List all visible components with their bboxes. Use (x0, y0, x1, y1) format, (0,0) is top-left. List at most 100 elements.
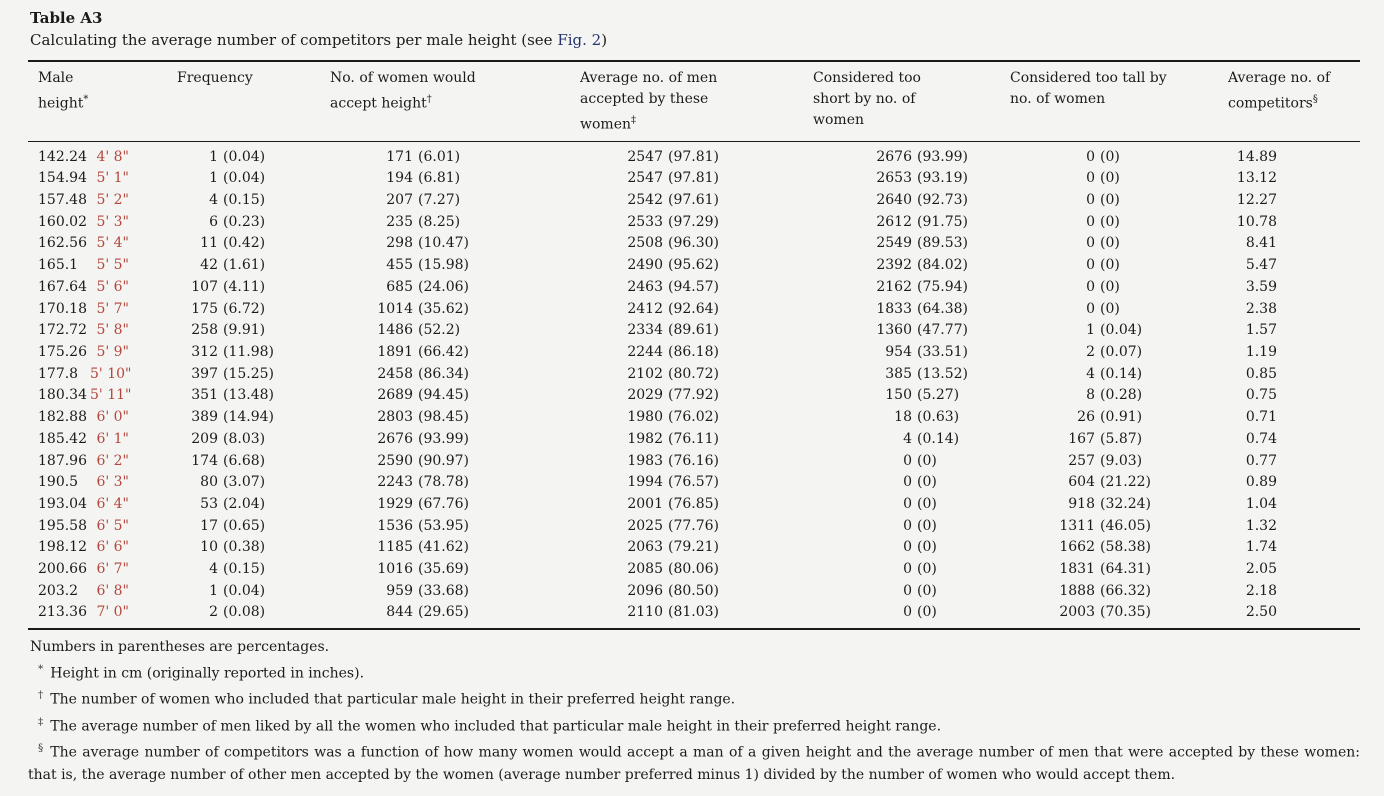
cell-women-accept: 2803 (98.45) (330, 407, 580, 429)
value-percent: (86.34) (418, 365, 470, 382)
value-number: 2 (1086, 343, 1095, 360)
cell-height-cm: 193.04 (38, 495, 87, 512)
value-number: 258 (191, 322, 218, 339)
value-percent: (0.91) (1100, 409, 1143, 426)
value-number: 107 (191, 278, 218, 295)
footnote-asterisk: * Height in cm (originally reported in in… (38, 662, 365, 682)
cell-frequency: 1 (0.04) (133, 168, 330, 190)
cell-height-cm: 187.96 (38, 452, 87, 469)
value-number: 604 (1068, 474, 1095, 491)
cell-height-cm: 162.56 (38, 235, 87, 252)
cell-too-tall: 0 (0) (1010, 212, 1228, 234)
value-number: 2676 (377, 430, 413, 447)
cell-height-ft-in: 6' 3" (96, 474, 129, 491)
value-percent: (0) (917, 495, 937, 512)
value-number: 0 (1086, 300, 1095, 317)
value-number: 2025 (627, 517, 663, 534)
cell-height-cm: 170.18 (38, 300, 87, 317)
table-row: 198.12 6' 6" 10 (0.38) 1185 (41.62) 2063 (7… (28, 537, 1360, 559)
cell-avg-men-accepted: 1983 (76.16) (580, 451, 813, 473)
cell-too-short: 385 (13.52) (813, 364, 1010, 386)
cell-women-accept: 2243 (78.78) (330, 472, 580, 494)
cell-too-short: 0 (0) (813, 516, 1010, 538)
cell-frequency: 174 (6.68) (133, 451, 330, 473)
cell-frequency: 17 (0.65) (133, 516, 330, 538)
value-percent: (8.25) (418, 213, 461, 230)
col-header-frequency: Frequency (133, 61, 330, 142)
caption-text-before: Calculating the average number of compet… (30, 31, 558, 49)
value-percent: (94.57) (668, 278, 720, 295)
value-number: 389 (191, 409, 218, 426)
cell-avg-competitors: 1.04 (1228, 494, 1360, 516)
cell-avg-competitors: 0.77 (1228, 451, 1360, 473)
cell-too-short: 2676 (93.99) (813, 141, 1010, 168)
value-number: 2063 (627, 539, 663, 556)
cell-height-ft-in: 6' 4" (96, 495, 129, 512)
cell-too-tall: 8 (0.28) (1010, 385, 1228, 407)
cell-avg-men-accepted: 2096 (80.50) (580, 581, 813, 603)
cell-too-short: 954 (33.51) (813, 342, 1010, 364)
cell-too-short: 2162 (75.94) (813, 277, 1010, 299)
value-percent: (7.27) (418, 192, 461, 209)
value-number: 1980 (627, 409, 663, 426)
cell-height-ft-in: 6' 1" (96, 430, 129, 447)
table-body: 142.24 4' 8" 1 (0.04) 171 (6.01) 2547 (97.8… (28, 141, 1360, 629)
value-percent: (0.65) (223, 517, 266, 534)
value-number: 0 (903, 561, 912, 578)
cell-frequency: 42 (1.61) (133, 255, 330, 277)
value-percent: (11.98) (223, 343, 275, 360)
cell-height-cm: 172.72 (38, 322, 87, 339)
table-row: 170.18 5' 7" 175 (6.72) 1014 (35.62) 2412 (… (28, 299, 1360, 321)
value-number: 150 (885, 387, 912, 404)
value-percent: (79.21) (668, 539, 720, 556)
cell-too-tall: 4 (0.14) (1010, 364, 1228, 386)
footnote-marker-dagger: † (426, 94, 432, 105)
cell-women-accept: 959 (33.68) (330, 581, 580, 603)
cell-avg-men-accepted: 2508 (96.30) (580, 233, 813, 255)
cell-too-tall: 1831 (64.31) (1010, 559, 1228, 581)
cell-height-ft-in: 5' 3" (96, 213, 129, 230)
value-number: 1360 (876, 322, 912, 339)
table-row: 154.94 5' 1" 1 (0.04) 194 (6.81) 2547 (97.8… (28, 168, 1360, 190)
value-percent: (0) (1100, 192, 1120, 209)
table-row: 193.04 6' 4" 53 (2.04) 1929 (67.76) 2001 (7… (28, 494, 1360, 516)
cell-height-cm: 198.12 (38, 539, 87, 556)
value-number: 0 (903, 452, 912, 469)
value-number: 3.59 (1245, 278, 1277, 295)
value-percent: (78.78) (418, 474, 470, 491)
table-row: 157.48 5' 2" 4 (0.15) 207 (7.27) 2542 (97.6… (28, 190, 1360, 212)
cell-too-short: 18 (0.63) (813, 407, 1010, 429)
table-row: 142.24 4' 8" 1 (0.04) 171 (6.01) 2547 (97.8… (28, 141, 1360, 168)
cell-too-tall: 26 (0.91) (1010, 407, 1228, 429)
cell-height-cm: 203.2 (38, 582, 79, 599)
cell-women-accept: 1486 (52.2) (330, 320, 580, 342)
table-title: Table A3 (30, 9, 103, 27)
cell-too-tall: 0 (0) (1010, 141, 1228, 168)
value-percent: (97.61) (668, 192, 720, 209)
cell-too-short: 1833 (64.38) (813, 299, 1010, 321)
cell-height-ft-in: 6' 7" (96, 561, 129, 578)
cell-height-ft-in: 6' 5" (96, 517, 129, 534)
value-percent: (1.61) (223, 257, 266, 274)
value-percent: (6.68) (223, 452, 266, 469)
cell-women-accept: 194 (6.81) (330, 168, 580, 190)
cell-women-accept: 844 (29.65) (330, 602, 580, 629)
cell-height-cm: 190.5 (38, 474, 79, 491)
cell-frequency: 1 (0.04) (133, 141, 330, 168)
value-percent: (96.30) (668, 235, 720, 252)
cell-frequency: 11 (0.42) (133, 233, 330, 255)
value-percent: (76.85) (668, 495, 720, 512)
figure-2-link[interactable]: Fig. 2 (557, 31, 602, 49)
value-percent: (0) (1100, 170, 1120, 187)
cell-too-tall: 0 (0) (1010, 190, 1228, 212)
value-percent: (10.47) (418, 235, 470, 252)
cell-too-tall: 1888 (66.32) (1010, 581, 1228, 603)
value-number: 1833 (876, 300, 912, 317)
cell-avg-competitors: 1.74 (1228, 537, 1360, 559)
table-row: 213.36 7' 0" 2 (0.08) 844 (29.65) 2110 (81.… (28, 602, 1360, 629)
value-number: 351 (191, 387, 218, 404)
value-number: 2029 (627, 387, 663, 404)
table-row: 200.66 6' 7" 4 (0.15) 1016 (35.69) 2085 (80… (28, 559, 1360, 581)
value-number: 0 (903, 539, 912, 556)
value-percent: (0.42) (223, 235, 266, 252)
